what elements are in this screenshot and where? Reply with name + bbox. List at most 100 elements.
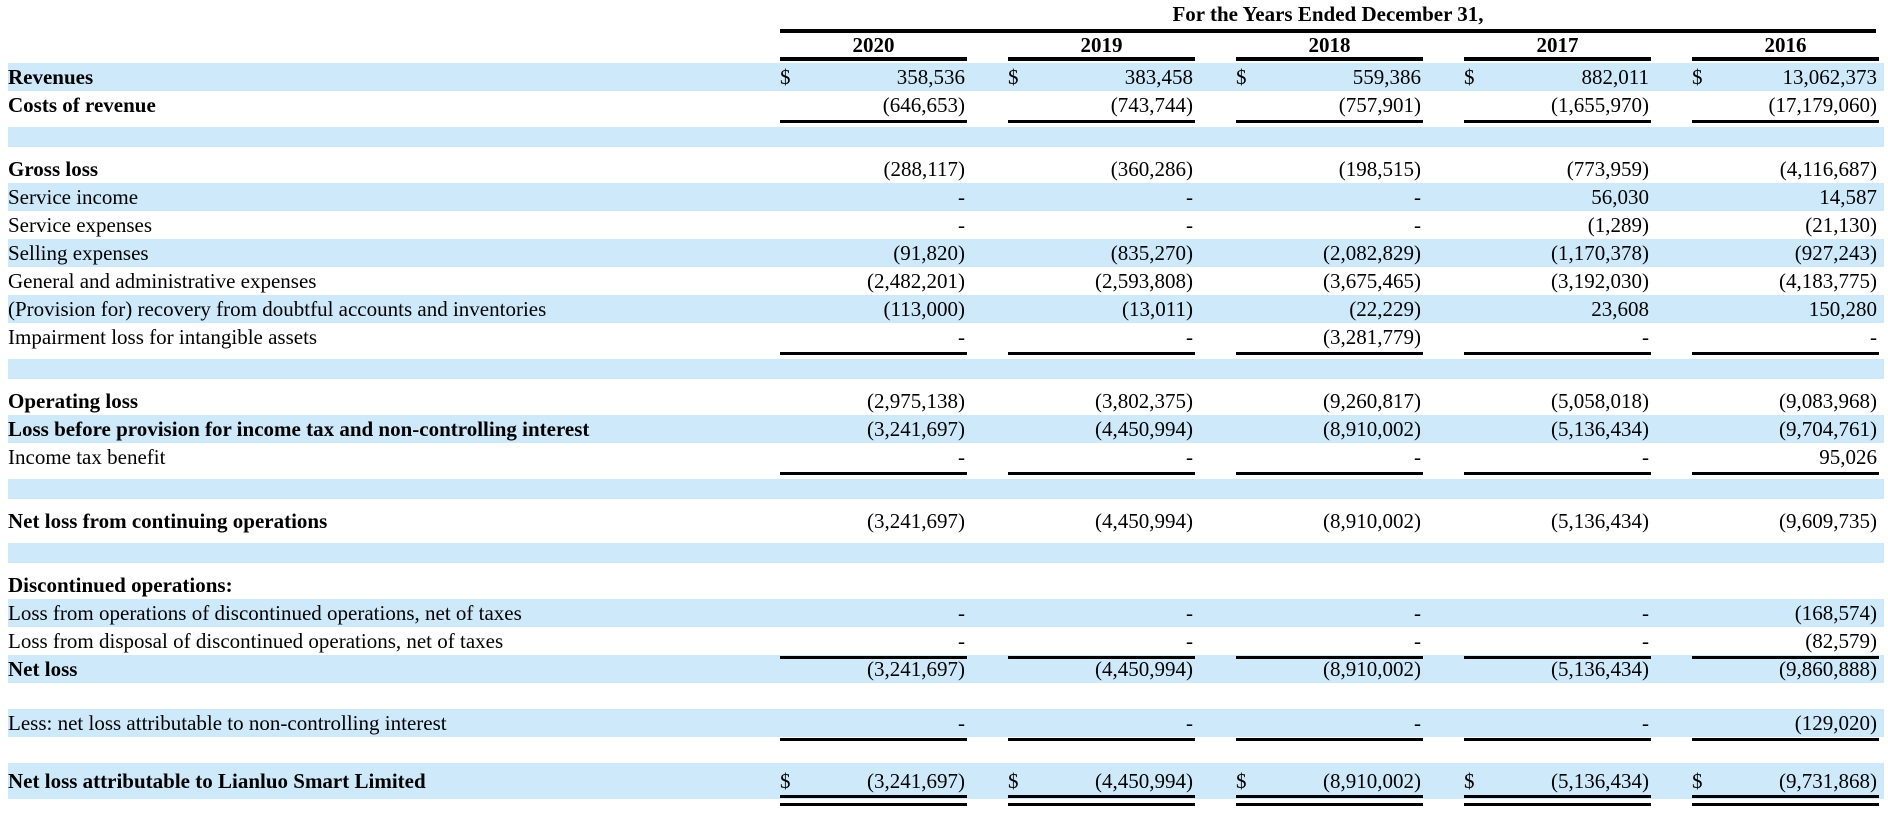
value-cell: $ (3,241,697) [780,763,967,806]
table-body: Revenues $ 358,536 $ 383,458 $ 559,386 $… [0,63,1888,825]
value-cell: - [1008,627,1195,659]
value-cell: (113,000) [780,295,967,323]
cell-value: (17,179,060) [1768,92,1878,117]
cell-value: - [1186,444,1193,469]
cell-value: 358,536 [896,64,965,89]
row-values: - - - (1,289) (21,130) [650,211,1884,239]
value-cell: (360,286) [1008,155,1195,183]
row-values: (91,820) (835,270) (2,082,829) (1,170,37… [650,239,1884,267]
value-cell [1236,571,1423,599]
cell-value: - [1186,600,1193,625]
value-cell: - [1692,323,1879,355]
dollar-sign: $ [780,768,791,793]
cell-value: (21,130) [1805,212,1877,237]
row-values: (2,975,138) (3,802,375) (9,260,817) (5,0… [650,387,1884,415]
table-row: Loss before provision for income tax and… [8,415,1884,443]
row-label: Net loss from continuing operations [8,508,328,533]
table-row: Costs of revenue (646,653) (743,744) (75… [8,91,1884,123]
row-label: Net loss [8,656,78,681]
spacer-row [8,683,1884,709]
cell-value: - [958,600,965,625]
value-cell: (129,020) [1692,709,1879,741]
value-cell: (288,117) [780,155,967,183]
row-label: Selling expenses [8,240,149,265]
spacer-row [8,359,1884,379]
value-cell: (3,675,465) [1236,267,1423,295]
value-cell: (82,579) [1692,627,1879,659]
spacer-row [8,479,1884,499]
table-title: For the Years Ended December 31, [1172,2,1484,26]
cell-value: 559,386 [1352,64,1421,89]
row-label: Service expenses [8,212,153,237]
value-cell: (1,170,378) [1464,239,1651,267]
cell-value: (2,975,138) [867,388,965,413]
value-cell: (4,450,994) [1008,655,1195,683]
row-values: (2,482,201) (2,593,808) (3,675,465) (3,1… [650,267,1884,295]
cell-value: (3,192,030) [1551,268,1649,293]
cell-value: - [1414,184,1421,209]
value-cell: (17,179,060) [1692,91,1879,123]
value-cell: - [1464,627,1651,659]
value-cell: (21,130) [1692,211,1879,239]
cell-value: - [958,212,965,237]
value-cell: - [1008,443,1195,475]
value-cell: (8,910,002) [1236,415,1423,443]
value-cell: - [780,599,967,627]
cell-value: 13,062,373 [1782,64,1878,89]
year-header-2017: 2017 [1464,33,1651,61]
value-cell: - [1236,599,1423,627]
year-label: 2019 [1080,33,1123,57]
value-cell: $ 383,458 [1008,63,1195,91]
value-cell: - [780,323,967,355]
value-cell: $ (9,731,868) [1692,763,1879,806]
row-values [650,571,1884,599]
table-row: (Provision for) recovery from doubtful a… [8,295,1884,323]
year-label: 2017 [1536,33,1579,57]
value-cell: - [780,627,967,659]
cell-value: (82,579) [1805,628,1877,653]
value-cell: (927,243) [1692,239,1879,267]
cell-value: - [1414,600,1421,625]
row-label: Loss before provision for income tax and… [8,416,590,441]
cell-value: - [1414,212,1421,237]
value-cell: - [1464,709,1651,741]
value-cell: (4,116,687) [1692,155,1879,183]
cell-value: (129,020) [1794,710,1877,735]
value-cell: (4,450,994) [1008,507,1195,535]
row-values: $ (3,241,697) $ (4,450,994) $ (8,910,002… [650,763,1884,806]
value-cell [1464,571,1651,599]
cell-value: (8,910,002) [1323,416,1421,441]
table-row: Selling expenses (91,820) (835,270) (2,0… [8,239,1884,267]
cell-value: (91,820) [893,240,965,265]
value-cell: (3,241,697) [780,507,967,535]
value-cell: $ 559,386 [1236,63,1423,91]
table-row: Impairment loss for intangible assets - … [8,323,1884,355]
cell-value: 56,030 [1591,184,1649,209]
value-cell: - [1236,627,1423,659]
cell-value: (5,136,434) [1551,508,1649,533]
row-label: Service income [8,184,139,209]
value-cell: (3,802,375) [1008,387,1195,415]
cell-value: (5,136,434) [1551,656,1649,681]
row-values: - - - - 95,026 [650,443,1884,475]
value-cell: (3,192,030) [1464,267,1651,295]
table-row: Net loss (3,241,697) (4,450,994) (8,910,… [8,655,1884,683]
value-cell: 23,608 [1464,295,1651,323]
cell-value: (5,136,434) [1551,416,1649,441]
table-row: Service income - - - 56,030 14,587 [8,183,1884,211]
value-cell: - [1464,599,1651,627]
value-cell: - [1236,709,1423,741]
dollar-sign: $ [1464,64,1475,89]
year-label: 2016 [1764,33,1807,57]
value-cell: (9,860,888) [1692,655,1879,683]
header-rule [780,29,1876,33]
value-cell: - [1008,323,1195,355]
cell-value: 882,011 [1581,64,1649,89]
value-cell: (5,136,434) [1464,655,1651,683]
cell-value: - [958,324,965,349]
row-label: Impairment loss for intangible assets [8,324,318,349]
value-cell [1008,571,1195,599]
cell-value: (8,910,002) [1323,656,1421,681]
table-row: General and administrative expenses (2,4… [8,267,1884,295]
cell-value: (4,450,994) [1095,508,1193,533]
